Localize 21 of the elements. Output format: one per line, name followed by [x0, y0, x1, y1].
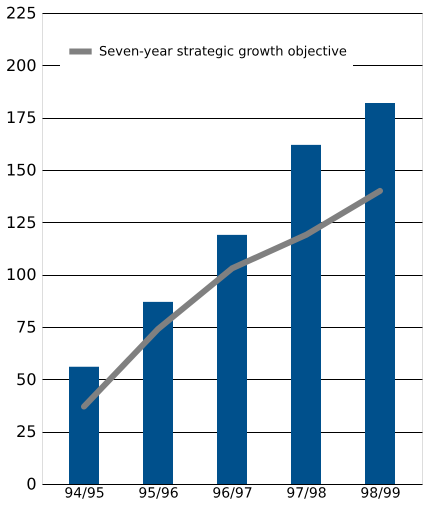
y-tick-label: 150: [6, 160, 36, 180]
bar: [365, 103, 395, 484]
x-tick-label: 97/98: [286, 486, 327, 502]
y-tick-label: 100: [6, 265, 36, 284]
y-tick-label: 50: [16, 370, 36, 389]
y-tick-label: 125: [6, 212, 36, 232]
legend-label: Seven-year strategic growth objective: [99, 44, 347, 60]
x-tick-label: 96/97: [212, 486, 253, 502]
bar: [143, 302, 173, 484]
bar: [291, 144, 321, 484]
y-tick-label: 25: [16, 422, 36, 442]
bar: [217, 234, 247, 484]
x-tick-label: 98/99: [360, 486, 401, 502]
y-tick-label: 200: [6, 56, 36, 75]
y-tick-label: 225: [6, 4, 36, 22]
bar: [69, 366, 99, 484]
y-tick-label: 0: [26, 474, 36, 494]
y-tick-label: 175: [6, 108, 36, 128]
x-tick-label: 94/95: [64, 486, 105, 502]
x-tick-label: 95/96: [138, 486, 179, 502]
y-tick-label: 75: [16, 318, 36, 336]
